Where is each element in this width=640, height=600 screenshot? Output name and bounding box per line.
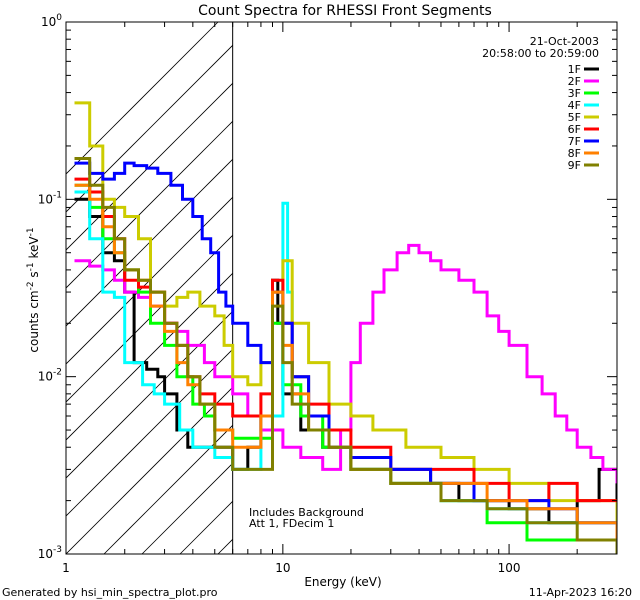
y-tick-label: 100 bbox=[41, 13, 62, 29]
footer-timestamp: 11-Apr-2023 16:20 bbox=[529, 586, 632, 599]
legend-label-6F: 6F bbox=[568, 123, 581, 136]
y-tick-label: 10-3 bbox=[38, 545, 62, 561]
series-line-7F bbox=[74, 161, 617, 525]
series-line-9F bbox=[74, 157, 617, 554]
plot-frame bbox=[65, 21, 618, 555]
y-axis-label: counts cm-2 s-1 keV-1 bbox=[26, 227, 41, 352]
series-line-6F bbox=[74, 177, 617, 503]
hatched-region bbox=[66, 22, 233, 554]
legend-label-5F: 5F bbox=[568, 111, 581, 124]
x-axis-label: Energy (keV) bbox=[304, 575, 381, 589]
time-range-label: 20:58:00 to 20:59:00 bbox=[482, 47, 599, 60]
x-tick-label: 1 bbox=[62, 561, 70, 575]
legend-label-8F: 8F bbox=[568, 147, 581, 160]
y-tick-label: 10-1 bbox=[38, 190, 62, 206]
legend-label-4F: 4F bbox=[568, 99, 581, 112]
footer-generator: Generated by hsi_min_spectra_plot.pro bbox=[2, 586, 218, 599]
series-line-1F bbox=[74, 197, 617, 525]
attenuator-note: Att 1, FDecim 1 bbox=[249, 517, 334, 530]
legend-label-2F: 2F bbox=[568, 75, 581, 88]
legend-label-3F: 3F bbox=[568, 87, 581, 100]
series-line-5F bbox=[74, 101, 617, 523]
legend-label-1F: 1F bbox=[568, 63, 581, 76]
legend-label-9F: 9F bbox=[568, 159, 581, 172]
chart-title: Count Spectra for RHESSI Front Segments bbox=[198, 3, 492, 19]
date-label: 21-Oct-2003 bbox=[530, 35, 599, 48]
background-note: Includes Background bbox=[249, 506, 364, 519]
y-tick-label: 10-2 bbox=[38, 368, 62, 384]
x-tick-label: 100 bbox=[498, 561, 521, 575]
series-line-4F bbox=[74, 190, 617, 540]
series-line-8F bbox=[74, 183, 617, 540]
legend-label-7F: 7F bbox=[568, 135, 581, 148]
x-tick-label: 10 bbox=[275, 561, 290, 575]
